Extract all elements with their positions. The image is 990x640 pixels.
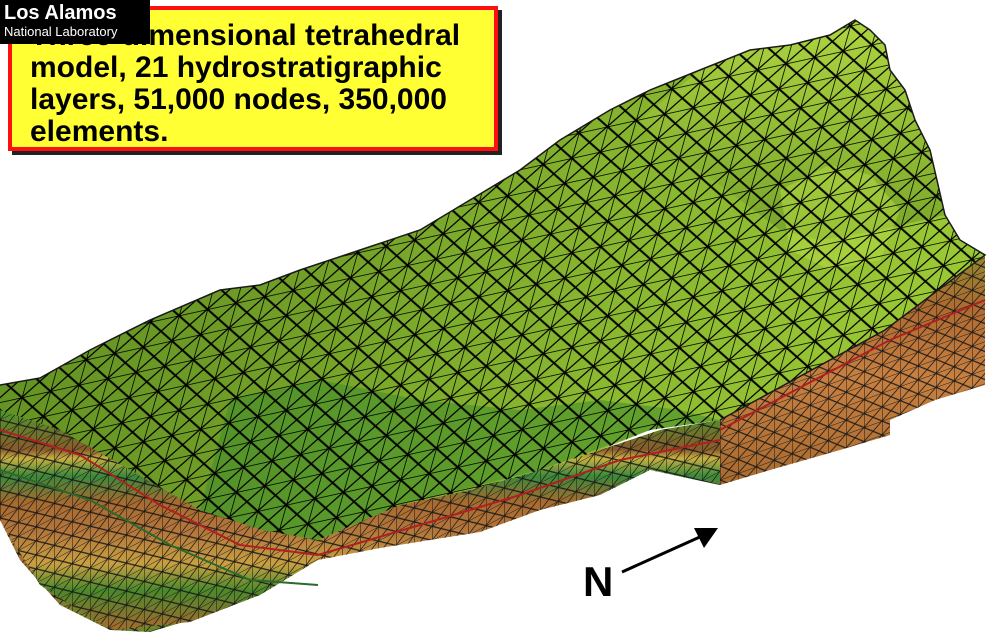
- right-side-wall: [719, 215, 986, 485]
- terrain-surface: [0, 19, 987, 540]
- lanl-logo: Los Alamos National Laboratory: [0, 0, 150, 44]
- logo-line2: National Laboratory: [4, 24, 118, 39]
- logo-line1: Los Alamos: [4, 2, 117, 24]
- north-label: N: [583, 558, 614, 605]
- front-wall: [0, 410, 721, 630]
- north-arrow: [621, 528, 718, 574]
